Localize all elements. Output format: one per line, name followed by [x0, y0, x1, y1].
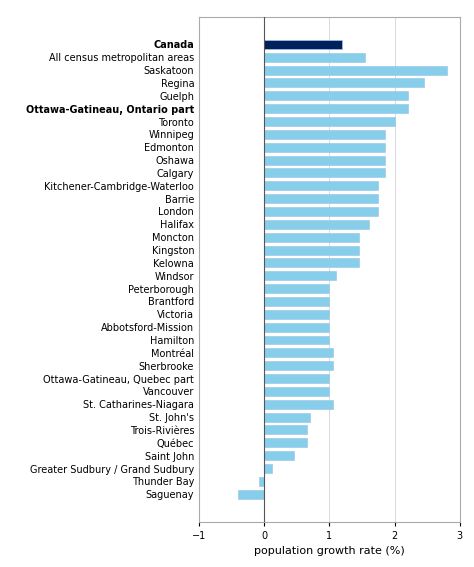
Bar: [264, 284, 329, 293]
Bar: [264, 310, 329, 319]
Bar: [264, 220, 368, 229]
Bar: [264, 271, 336, 280]
Bar: [264, 194, 378, 203]
Bar: [259, 477, 264, 486]
Bar: [264, 464, 272, 473]
Bar: [264, 91, 408, 100]
Bar: [264, 259, 359, 268]
Bar: [264, 66, 447, 75]
Bar: [264, 104, 408, 113]
Bar: [264, 181, 378, 191]
Bar: [264, 374, 329, 383]
Bar: [264, 246, 359, 255]
Bar: [264, 387, 329, 396]
Bar: [264, 143, 385, 152]
Bar: [264, 451, 293, 460]
Bar: [264, 117, 394, 126]
Bar: [264, 413, 310, 422]
Bar: [264, 168, 385, 177]
Bar: [264, 130, 385, 139]
X-axis label: population growth rate (%): population growth rate (%): [254, 546, 405, 556]
Bar: [264, 297, 329, 306]
Bar: [264, 400, 333, 409]
Bar: [264, 348, 333, 357]
Bar: [238, 490, 264, 499]
Bar: [264, 53, 365, 62]
Bar: [264, 207, 378, 216]
Bar: [264, 438, 307, 447]
Bar: [264, 323, 329, 332]
Bar: [264, 78, 424, 87]
Bar: [264, 336, 329, 345]
Bar: [264, 232, 359, 242]
Bar: [264, 155, 385, 164]
Bar: [264, 425, 307, 434]
Bar: [264, 361, 333, 370]
Bar: [264, 40, 342, 49]
